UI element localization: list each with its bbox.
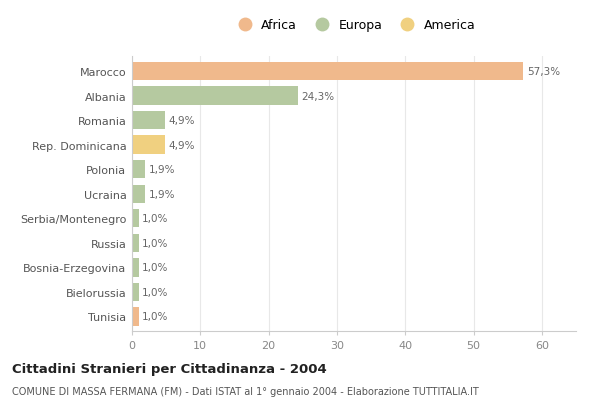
Text: 1,0%: 1,0%	[142, 214, 169, 224]
Text: 4,9%: 4,9%	[169, 140, 196, 151]
Text: 1,0%: 1,0%	[142, 238, 169, 248]
Text: 57,3%: 57,3%	[527, 67, 560, 77]
Bar	[132, 308, 139, 326]
Bar	[132, 185, 145, 203]
Bar	[132, 209, 139, 228]
Text: COMUNE DI MASSA FERMANA (FM) - Dati ISTAT al 1° gennaio 2004 - Elaborazione TUTT: COMUNE DI MASSA FERMANA (FM) - Dati ISTA…	[12, 387, 479, 396]
Bar	[132, 234, 139, 252]
Bar	[132, 258, 139, 277]
Bar	[132, 63, 523, 81]
Bar	[132, 283, 139, 301]
Legend: Africa, Europa, America: Africa, Europa, America	[227, 14, 481, 37]
Text: 1,9%: 1,9%	[148, 165, 175, 175]
Text: 1,0%: 1,0%	[142, 263, 169, 273]
Bar	[132, 161, 145, 179]
Text: 24,3%: 24,3%	[301, 92, 335, 101]
Text: 1,0%: 1,0%	[142, 312, 169, 321]
Text: Cittadini Stranieri per Cittadinanza - 2004: Cittadini Stranieri per Cittadinanza - 2…	[12, 362, 327, 375]
Bar	[132, 87, 298, 106]
Text: 4,9%: 4,9%	[169, 116, 196, 126]
Text: 1,0%: 1,0%	[142, 287, 169, 297]
Bar	[132, 112, 166, 130]
Text: 1,9%: 1,9%	[148, 189, 175, 199]
Bar	[132, 136, 166, 155]
